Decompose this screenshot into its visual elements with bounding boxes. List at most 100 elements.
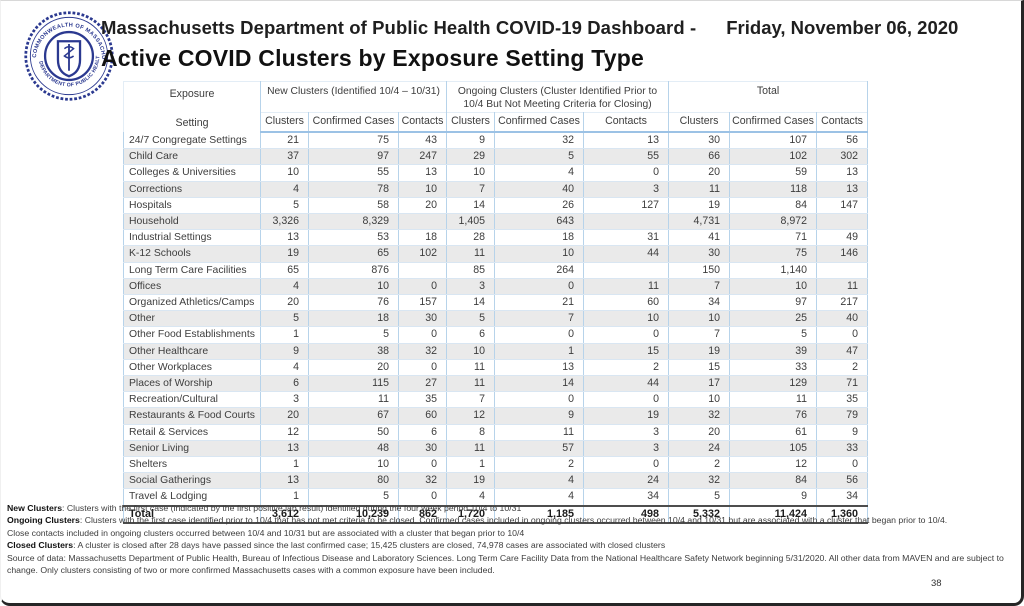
value-cell: 18 (308, 310, 399, 328)
value-cell: 3 (582, 440, 670, 458)
value-cell: 2 (816, 359, 869, 377)
value-cell: 13 (260, 472, 309, 490)
value-cell: 21 (260, 132, 309, 150)
value-cell: 20 (260, 407, 309, 425)
value-cell: 102 (398, 245, 447, 263)
exposure-setting-cell: Other (123, 310, 261, 328)
exposure-label: Exposure (169, 88, 215, 100)
page-title: Massachusetts Department of Public Healt… (101, 17, 697, 38)
exposure-setting-cell: Recreation/Cultural (123, 391, 261, 409)
table-header: Exposure Setting New Clusters (Identifie… (123, 81, 869, 133)
value-cell: 67 (308, 407, 399, 425)
table-row: Social Gatherings 13 80 32 19 4 24 32 84 56 (123, 472, 869, 490)
value-cell: 97 (308, 148, 399, 166)
value-cell: 31 (582, 229, 670, 247)
value-cell: 0 (494, 326, 584, 344)
value-cell: 3 (446, 278, 495, 296)
value-cell: 97 (729, 294, 818, 312)
value-cell: 10 (582, 310, 670, 328)
value-cell: 19 (668, 343, 731, 360)
value-cell: 50 (308, 424, 399, 441)
value-cell: 0 (494, 391, 584, 409)
exposure-setting-cell: Household (123, 213, 261, 231)
value-cell: 0 (582, 456, 670, 474)
value-cell: 1,360 (816, 504, 869, 524)
value-cell: 13 (816, 164, 869, 182)
value-cell: 65 (260, 262, 309, 279)
table-row: Senior Living 13 48 30 11 57 3 24 105 33 (123, 440, 869, 458)
value-cell: 27 (398, 375, 447, 393)
value-cell: 3 (582, 424, 670, 441)
value-cell: 7 (668, 326, 731, 344)
value-cell: 6 (260, 375, 309, 393)
exposure-setting-cell: K-12 Schools (123, 245, 261, 263)
value-cell: 217 (816, 294, 869, 312)
value-cell (398, 262, 447, 279)
value-cell: 78 (308, 181, 399, 198)
value-cell: 15 (582, 343, 670, 360)
exposure-setting-cell: Other Workplaces (123, 359, 261, 377)
value-cell: 55 (582, 148, 670, 166)
value-cell: 14 (494, 375, 584, 393)
value-cell: 11 (308, 391, 399, 409)
value-cell: 150 (668, 262, 731, 279)
value-cell: 32 (398, 343, 447, 360)
value-cell: 60 (398, 407, 447, 425)
table-row: 24/7 Congregate Settings 21 75 43 9 32 13 30 107… (123, 132, 869, 150)
value-cell: 18 (398, 229, 447, 247)
value-cell: 35 (398, 391, 447, 409)
table-row: K-12 Schools 19 65 102 11 10 44 30 75 146 (123, 245, 869, 263)
value-cell: 876 (308, 262, 399, 279)
table-row: Industrial Settings 13 53 18 28 18 31 41 71 49 (123, 229, 869, 247)
value-cell: 0 (398, 359, 447, 377)
value-cell: 75 (308, 132, 399, 150)
table-row: Travel & Lodging 1 5 0 4 4 34 5 9 34 (123, 488, 869, 507)
value-cell: 33 (729, 359, 818, 377)
value-cell: 3 (582, 181, 670, 198)
table-row: Other 5 18 30 5 7 10 10 25 40 (123, 310, 869, 328)
value-cell: 10 (668, 310, 731, 328)
value-cell: 10 (308, 278, 399, 296)
value-cell: 21 (494, 294, 584, 312)
value-cell: 0 (582, 326, 670, 344)
value-cell: 1,720 (446, 504, 495, 524)
value-cell: 56 (816, 472, 869, 490)
value-cell: 9 (494, 407, 584, 425)
table-row: Colleges & Universities 10 55 13 10 4 0 20 59 13 (123, 164, 869, 182)
table-row: Places of Worship 6 115 27 11 14 44 17 129 71 (123, 375, 869, 393)
value-cell: 2 (668, 456, 731, 474)
value-cell: 862 (398, 504, 447, 524)
value-cell: 19 (582, 407, 670, 425)
exposure-setting-cell: Long Term Care Facilities (123, 262, 261, 279)
table-row: Other Healthcare 9 38 32 10 1 15 19 39 47 (123, 343, 869, 360)
value-cell: 33 (816, 440, 869, 458)
table-row: Organized Athletics/Camps 20 76 157 14 21 60 34… (123, 294, 869, 312)
value-cell: 75 (729, 245, 818, 263)
value-cell: 20 (668, 424, 731, 441)
value-cell: 76 (729, 407, 818, 425)
value-cell: 10 (260, 164, 309, 182)
value-cell (816, 213, 869, 231)
value-cell: 43 (398, 132, 447, 150)
value-cell: 8,329 (308, 213, 399, 231)
value-cell (398, 213, 447, 231)
value-cell: 55 (308, 164, 399, 182)
value-cell: 14 (446, 197, 495, 215)
table-row: Hospitals 5 58 20 14 26 127 19 84 147 (123, 197, 869, 215)
value-cell: 2 (582, 359, 670, 377)
value-cell: 0 (816, 326, 869, 344)
value-cell: 56 (816, 132, 869, 150)
value-cell: 498 (582, 504, 670, 524)
value-cell: 12 (446, 407, 495, 425)
value-cell: 1 (446, 456, 495, 474)
header-title-row: Massachusetts Department of Public Healt… (101, 17, 958, 39)
exposure-setting-cell: Shelters (123, 456, 261, 474)
value-cell: 47 (816, 343, 869, 360)
value-cell: 11,424 (729, 504, 818, 524)
value-cell: 15 (668, 359, 731, 377)
table-row: Child Care 37 97 247 29 5 55 66 102 302 (123, 148, 869, 166)
value-cell: 4,731 (668, 213, 731, 231)
value-cell: 24 (582, 472, 670, 490)
value-cell: 13 (816, 181, 869, 198)
value-cell: 13 (582, 132, 670, 150)
